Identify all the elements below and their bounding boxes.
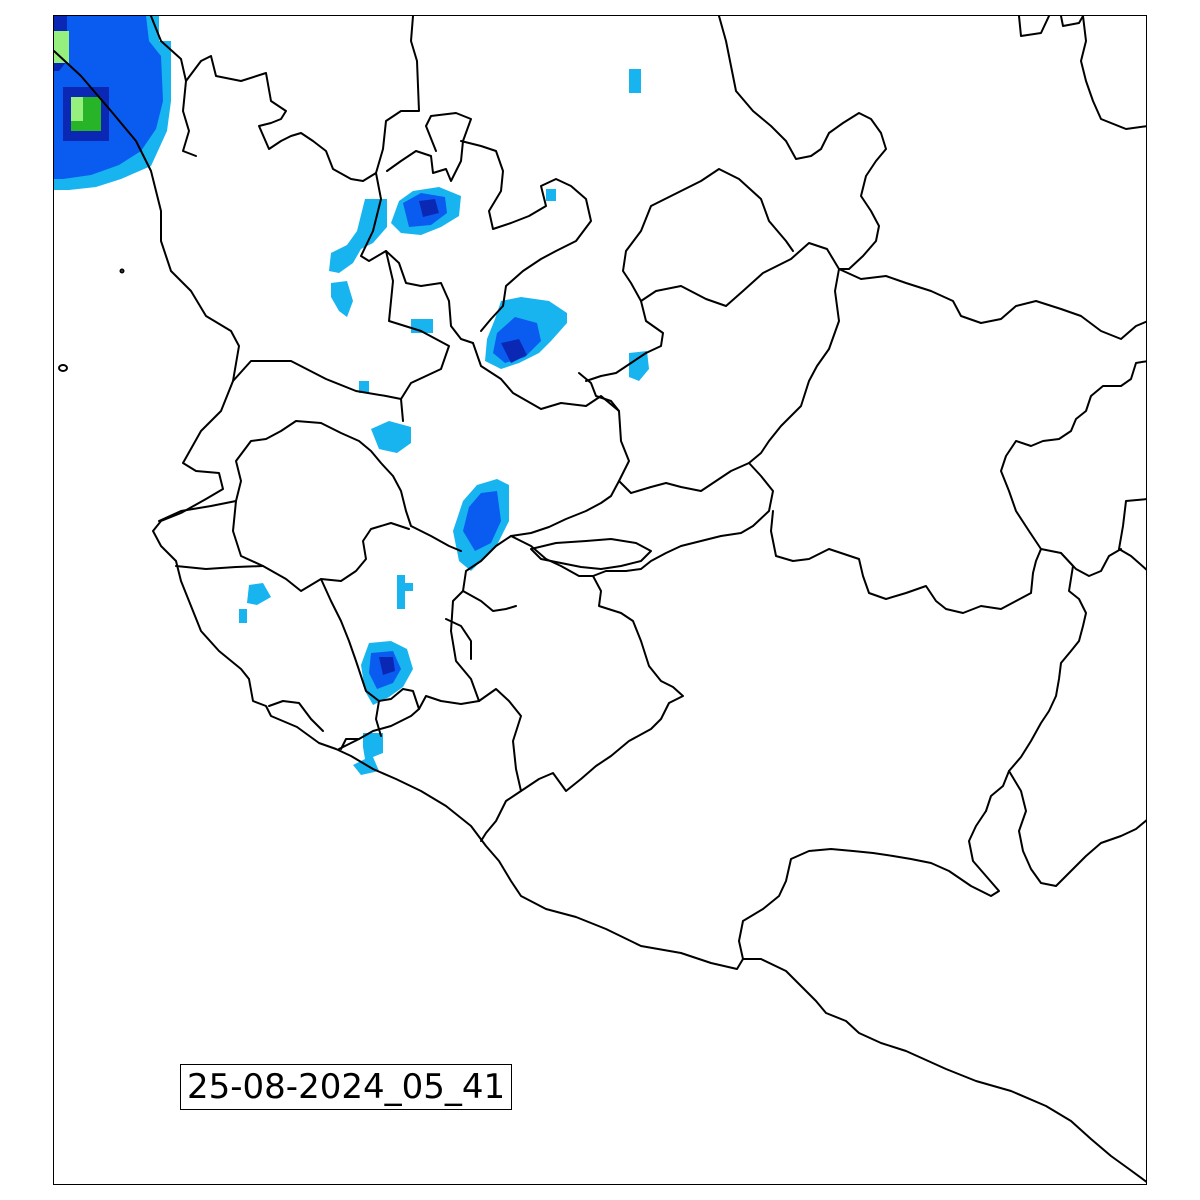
state-border-colima-2 [340,738,360,750]
boundaries [54,16,1146,1183]
map-frame[interactable] [53,15,1147,1185]
state-border-east-3 [770,510,1042,614]
state-border-misc-2 [445,618,472,660]
state-border-west-2 [232,500,410,592]
radar-echo-cell-south [361,641,413,705]
state-border-east-1 [838,268,1146,340]
coastline [54,50,1146,1183]
state-border-east-2 [985,360,1146,812]
state-border-north-east [718,16,887,270]
state-border-michoacan-east [738,810,1000,960]
state-border-guanajuato [618,242,840,494]
radar-echo-cell-coast [353,733,383,775]
radar-echo-cell-center [453,479,509,571]
state-border-jalisco-nayarit [232,360,402,400]
state-border-west-4 [320,578,420,710]
radar-echoes [54,16,649,775]
state-border-aguascalientes [385,250,450,422]
state-border-east-4 [1118,498,1146,571]
state-border-zacatecas-guanajuato [578,372,620,412]
state-border-north-1 [150,16,197,157]
state-border-michoacan-north [478,575,684,792]
radar-echo-cell-southwest-small [239,575,413,623]
radar-echo-cell-west-center [371,421,411,453]
lake-chapala [530,538,652,570]
state-border-michoacan-east-2 [1008,770,1146,887]
radar-map [54,16,1146,1183]
state-border-queretaro [510,462,774,577]
radar-echo-cell-upper-center [391,187,556,235]
radar-echo-cell-north [629,69,641,93]
state-border-north-east-2 [1080,16,1146,130]
state-border-west-1 [158,420,462,552]
state-border-colima [338,695,480,750]
radar-echo-cell-left-strip [329,199,433,393]
state-border-west-5 [268,700,324,732]
radar-echo-cell-northwest [54,16,171,190]
radar-echo-cell-guadalajara [485,297,649,381]
state-border-zacatecas-2 [386,112,472,182]
state-border-zacatecas-3 [460,140,592,332]
timestamp-label: 25-08-2024_05_41 [180,1064,513,1110]
state-border-north-east-3 [1018,16,1084,37]
state-border-east-5 [1060,548,1122,577]
state-border-west-6 [375,700,382,737]
state-border-west-3 [175,565,264,570]
state-border-zacatecas [360,172,474,344]
state-border-michoacan-coast [480,790,522,842]
state-border-north-2 [185,16,420,182]
islands [58,268,125,372]
state-border-misc-1 [462,590,517,612]
state-border-jalisco-1 [450,342,630,702]
state-border-jalisco-2 [585,168,794,382]
